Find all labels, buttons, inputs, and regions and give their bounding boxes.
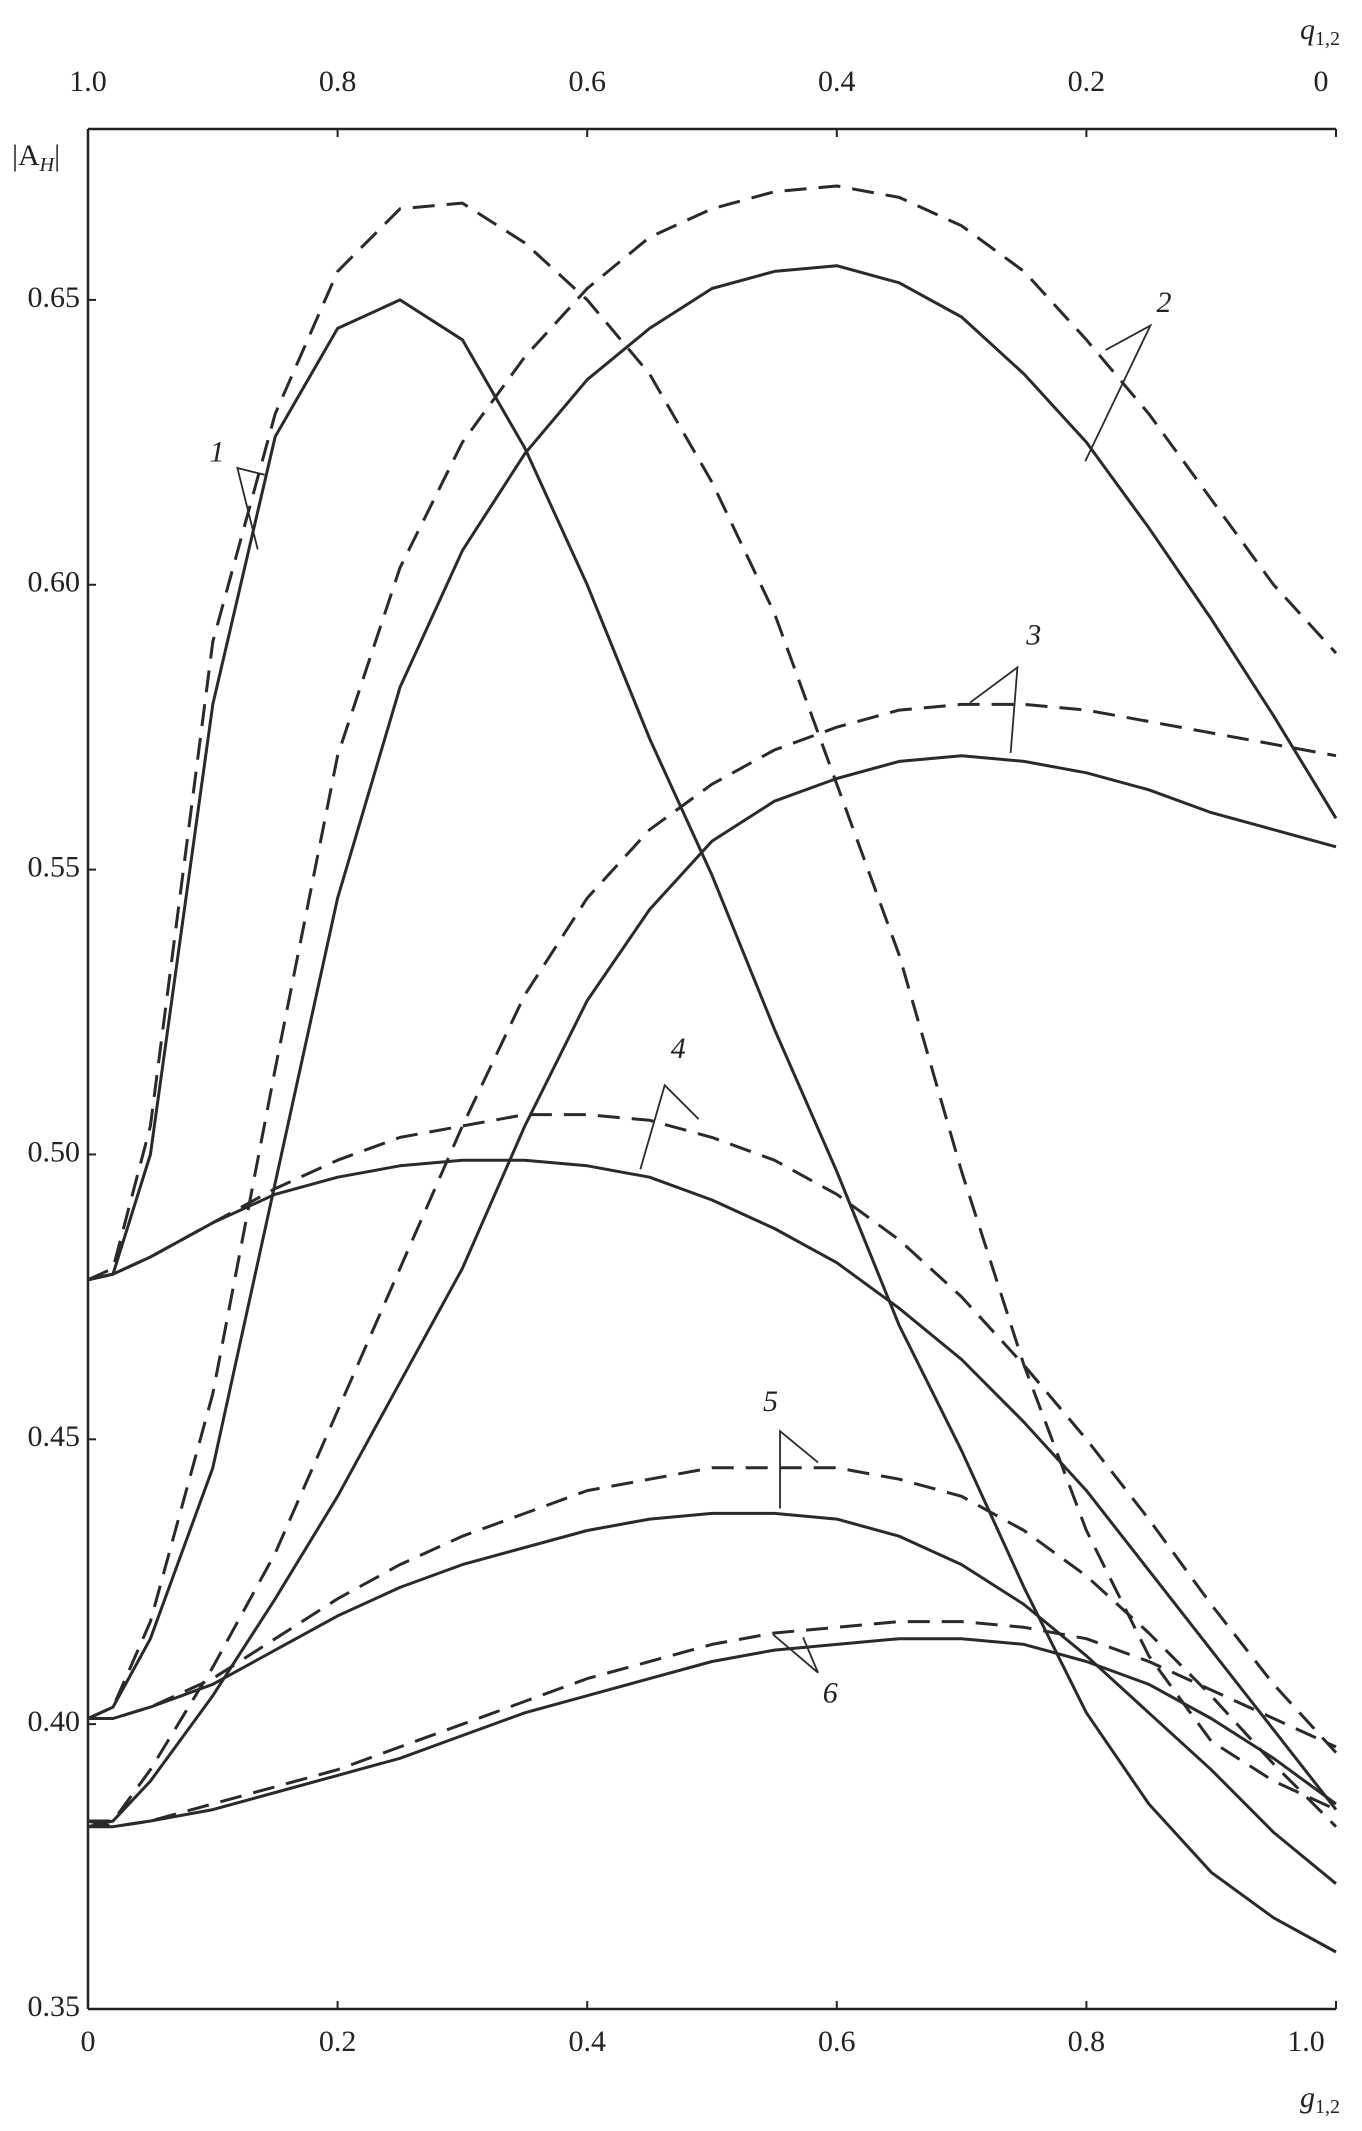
curve-label: 2 — [1156, 286, 1171, 319]
curve-label: 3 — [1025, 618, 1041, 651]
solid-line — [87, 264, 1338, 1720]
dashed-line — [87, 1113, 1338, 1754]
curve-label: 4 — [671, 1032, 686, 1065]
y-tick-label: 0.40 — [28, 1705, 81, 1738]
y-tick-label: 0.65 — [28, 281, 81, 314]
solid-line — [88, 1511, 1337, 1885]
x2-tick-label: 0.4 — [818, 65, 856, 98]
x2-tick-label: 0.6 — [568, 65, 606, 98]
dashed-line — [87, 1620, 1337, 1829]
y-tick-label: 0.55 — [28, 850, 81, 883]
curve-label: 1 — [210, 435, 225, 468]
x2-tick-label: 0 — [1314, 65, 1329, 98]
leader-line — [639, 1083, 700, 1170]
y-tick-label: 0.35 — [28, 1990, 81, 2023]
x-tick-label: 0 — [81, 2025, 96, 2058]
leader-line — [969, 665, 1019, 753]
dashed-line — [88, 1466, 1338, 1828]
solid-line — [87, 754, 1337, 1829]
x2-tick-label: 0.2 — [1068, 65, 1106, 98]
leader-line — [1084, 323, 1153, 462]
dashed-line — [87, 201, 1337, 1811]
x-axis-label: g1,2 — [1300, 2081, 1340, 2118]
dashed-line — [88, 702, 1337, 1823]
x-tick-label: 0.6 — [818, 2025, 856, 2058]
x2-tick-label: 0.8 — [319, 65, 357, 98]
x-tick-label: 0.8 — [1068, 2025, 1106, 2058]
y-axis-label: |AH| — [12, 139, 60, 176]
curve-label: 5 — [763, 1385, 778, 1418]
leader-line — [772, 1633, 819, 1674]
solid-line — [87, 1158, 1338, 1811]
y-tick-label: 0.50 — [28, 1135, 81, 1168]
x-tick-label: 1.0 — [1287, 2025, 1325, 2058]
dashed-line — [87, 184, 1338, 1720]
leader-line — [779, 1429, 819, 1509]
leader-line — [236, 466, 265, 550]
y-tick-label: 0.60 — [28, 566, 81, 599]
solid-line — [87, 298, 1337, 1954]
y-tick-label: 0.45 — [28, 1420, 81, 1453]
x-tick-label: 0.2 — [319, 2025, 357, 2058]
x2-tick-label: 1.0 — [69, 65, 107, 98]
x2-axis-label: q1,2 — [1300, 13, 1340, 50]
solid-line — [88, 1637, 1337, 1829]
curve-label: 6 — [823, 1677, 838, 1710]
x-tick-label: 0.4 — [568, 2025, 606, 2058]
